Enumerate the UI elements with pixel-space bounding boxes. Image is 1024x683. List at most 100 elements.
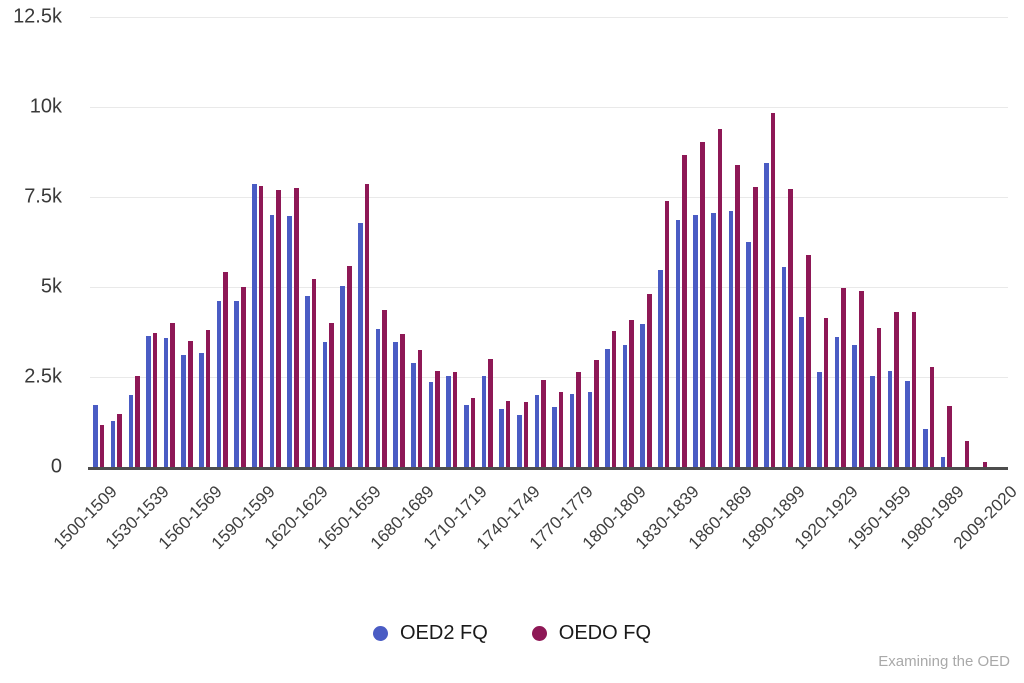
bar-oedo[interactable] [99, 424, 105, 467]
bar-oed2[interactable] [163, 338, 169, 467]
bar-oedo[interactable] [876, 327, 882, 467]
bar-oedo[interactable] [117, 414, 123, 467]
bar-oedo[interactable] [470, 397, 476, 467]
bar-oed2[interactable] [234, 300, 240, 467]
bar-oedo[interactable] [435, 370, 440, 467]
bar-oed2[interactable] [93, 404, 98, 467]
bar-oedo[interactable] [841, 288, 846, 467]
bar-oedo[interactable] [188, 341, 193, 467]
bar-oed2[interactable] [305, 295, 310, 467]
bar-oed2[interactable] [675, 220, 681, 467]
bar-oedo[interactable] [258, 186, 264, 467]
bar-oed2[interactable] [340, 286, 345, 467]
bar-oedo[interactable] [417, 349, 423, 467]
bar-oed2[interactable] [216, 301, 222, 467]
bar-oed2[interactable] [605, 349, 610, 467]
bar-oed2[interactable] [410, 362, 416, 467]
legend-item-oed2[interactable]: OED2 FQ [372, 622, 488, 645]
bar-oedo[interactable] [329, 323, 334, 467]
bar-oed2[interactable] [393, 342, 398, 467]
bar-oedo[interactable] [364, 184, 370, 467]
bar-oed2[interactable] [110, 420, 116, 467]
bar-oedo[interactable] [399, 333, 405, 467]
bar-oedo[interactable] [488, 358, 493, 467]
bar-oed2[interactable] [834, 336, 840, 467]
bar-oedo[interactable] [241, 287, 246, 467]
bar-oedo[interactable] [558, 392, 564, 467]
bar-oedo[interactable] [894, 311, 899, 467]
bar-oed2[interactable] [658, 270, 663, 467]
bar-oed2[interactable] [799, 316, 804, 467]
bar-oedo[interactable] [788, 188, 793, 467]
bar-oed2[interactable] [940, 456, 946, 467]
bar-oedo[interactable] [205, 330, 211, 467]
bar-oedo[interactable] [452, 371, 458, 467]
bar-oedo[interactable] [523, 401, 529, 467]
bar-oed2[interactable] [146, 335, 151, 467]
bar-oedo[interactable] [135, 376, 140, 467]
bar-oed2[interactable] [516, 414, 522, 467]
bar-oed2[interactable] [481, 375, 487, 467]
bar-oed2[interactable] [869, 375, 875, 467]
bar-oedo[interactable] [346, 266, 352, 467]
bar-oedo[interactable] [223, 271, 228, 467]
bar-oed2[interactable] [534, 395, 540, 467]
bar-oed2[interactable] [375, 328, 381, 467]
bar-oed2[interactable] [781, 266, 787, 467]
bar-oedo[interactable] [717, 129, 723, 467]
bar-oed2[interactable] [199, 352, 204, 467]
bar-oedo[interactable] [735, 164, 740, 467]
bar-oed2[interactable] [428, 382, 434, 467]
bar-oedo[interactable] [982, 461, 988, 467]
bar-oedo[interactable] [594, 360, 599, 467]
bar-oedo[interactable] [541, 379, 546, 467]
bar-oedo[interactable] [929, 366, 935, 467]
bar-oedo[interactable] [629, 320, 635, 467]
bar-oed2[interactable] [640, 324, 646, 467]
bar-oedo[interactable] [964, 440, 970, 467]
bar-oed2[interactable] [587, 392, 593, 467]
bar-oedo[interactable] [753, 186, 758, 467]
bar-oed2[interactable] [128, 395, 134, 467]
bar-oedo[interactable] [382, 309, 387, 467]
bar-oedo[interactable] [170, 323, 176, 467]
bar-oedo[interactable] [647, 294, 652, 467]
bar-oed2[interactable] [905, 381, 910, 467]
bar-oed2[interactable] [693, 214, 699, 467]
bar-oedo[interactable] [152, 333, 158, 467]
legend-item-oedo[interactable]: OEDO FQ [531, 622, 651, 645]
bar-oed2[interactable] [622, 344, 628, 467]
bar-oed2[interactable] [817, 372, 822, 467]
bar-oedo[interactable] [664, 200, 670, 467]
bar-oed2[interactable] [569, 393, 575, 467]
bar-oedo[interactable] [858, 291, 864, 467]
bar-oedo[interactable] [611, 330, 617, 467]
bar-oed2[interactable] [711, 212, 716, 467]
bar-oed2[interactable] [287, 215, 292, 467]
bar-oed2[interactable] [252, 184, 257, 467]
bar-oedo[interactable] [947, 406, 952, 467]
bar-oedo[interactable] [682, 154, 687, 467]
bar-oedo[interactable] [311, 279, 317, 467]
bar-oed2[interactable] [852, 345, 857, 467]
bar-oed2[interactable] [922, 429, 928, 467]
bar-oed2[interactable] [322, 341, 328, 467]
bar-oedo[interactable] [805, 254, 811, 467]
bar-oedo[interactable] [294, 188, 299, 467]
bar-oed2[interactable] [463, 404, 469, 467]
bar-oed2[interactable] [887, 370, 893, 467]
bar-oed2[interactable] [552, 406, 557, 467]
bar-oedo[interactable] [700, 141, 705, 467]
bar-oed2[interactable] [446, 376, 451, 467]
bar-oed2[interactable] [499, 409, 504, 467]
bar-oed2[interactable] [764, 163, 769, 467]
bar-oedo[interactable] [911, 311, 917, 467]
bar-oedo[interactable] [505, 401, 511, 467]
bar-oedo[interactable] [276, 189, 281, 467]
bar-oed2[interactable] [181, 355, 187, 467]
bar-oed2[interactable] [358, 223, 363, 467]
bar-oed2[interactable] [269, 215, 275, 467]
bar-oed2[interactable] [746, 242, 751, 467]
bar-oed2[interactable] [728, 211, 734, 467]
bar-oedo[interactable] [576, 371, 582, 467]
